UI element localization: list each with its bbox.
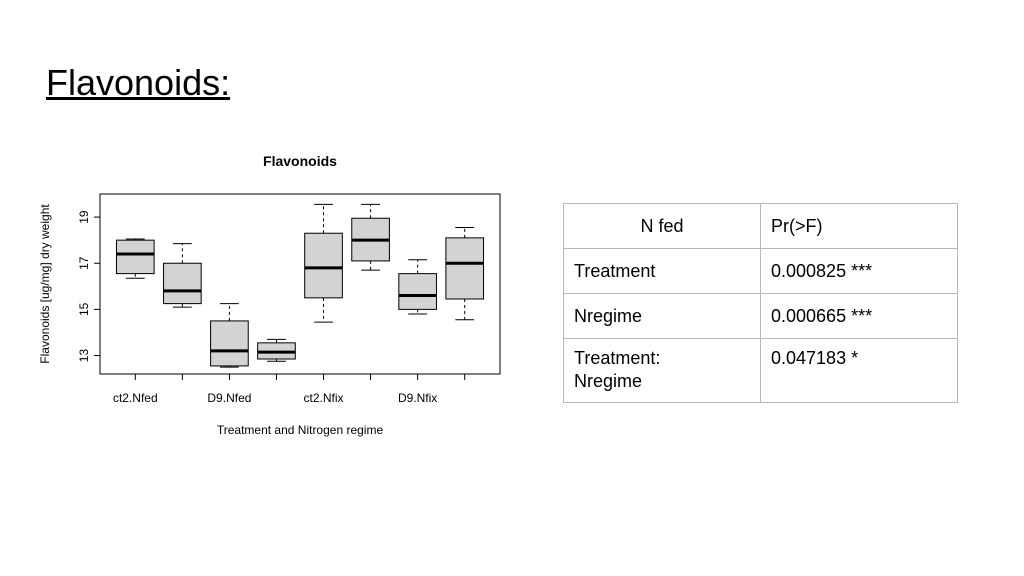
- boxes-group: [115, 203, 485, 368]
- y-tick-label: 19: [77, 210, 91, 224]
- table-cell: Nregime: [563, 293, 761, 339]
- x-tick-label: ct2.Nfed: [113, 391, 158, 405]
- y-axis: 13 15 17 19: [77, 210, 101, 363]
- box-4: [257, 338, 296, 362]
- box-iqr: [210, 320, 249, 367]
- x-tick-label: ct2.Nfix: [304, 391, 344, 405]
- x-axis-label: Treatment and Nitrogen regime: [217, 423, 384, 437]
- box-iqr: [304, 232, 343, 299]
- table-row: Treatment: Nregime 0.047183 *: [563, 338, 958, 403]
- table-header-row: N fed Pr(>F): [563, 203, 958, 249]
- box-iqr: [445, 237, 485, 300]
- box-2: [163, 243, 202, 308]
- box-iqr: [398, 273, 437, 310]
- box-7: [398, 259, 437, 315]
- box-6: [351, 203, 390, 271]
- table-cell-line: Treatment:: [574, 348, 661, 368]
- flavonoids-boxplot: Flavonoids Treatment and Nitrogen regime…: [38, 153, 501, 437]
- table-cell-line: Nregime: [574, 371, 643, 391]
- box-8: [445, 226, 485, 321]
- plot-frame: [99, 193, 501, 375]
- y-tick-label: 13: [77, 349, 91, 363]
- table-row: Nregime 0.000665 ***: [563, 293, 958, 339]
- box-iqr: [115, 239, 155, 275]
- table-cell: Treatment: [563, 248, 761, 294]
- anova-table: N fed Pr(>F) Treatment 0.000825 *** Nreg…: [563, 203, 958, 403]
- y-axis-label: Flavonoids [ug/mg] dry weight: [38, 204, 52, 364]
- table-cell: 0.000665 ***: [760, 293, 958, 339]
- table-header-cell: N fed: [563, 203, 761, 249]
- box-3: [210, 303, 249, 368]
- box-1: [115, 238, 155, 279]
- x-axis: ct2.Nfed D9.Nfed ct2.Nfix D9.Nfix: [113, 374, 466, 405]
- table-cell: 0.047183 *: [760, 338, 958, 403]
- table-row: Treatment 0.000825 ***: [563, 248, 958, 294]
- box-5: [304, 203, 343, 323]
- y-tick-label: 15: [77, 302, 91, 316]
- slide-title: Flavonoids:: [46, 62, 231, 103]
- y-tick-label: 17: [77, 256, 91, 270]
- table-cell: 0.000825 ***: [760, 248, 958, 294]
- chart-title: Flavonoids: [263, 153, 337, 169]
- x-tick-label: D9.Nfed: [207, 391, 251, 405]
- x-tick-label: D9.Nfix: [398, 391, 437, 405]
- table-header-cell: Pr(>F): [760, 203, 958, 249]
- box-iqr: [163, 262, 202, 305]
- table-cell: Treatment: Nregime: [563, 338, 761, 403]
